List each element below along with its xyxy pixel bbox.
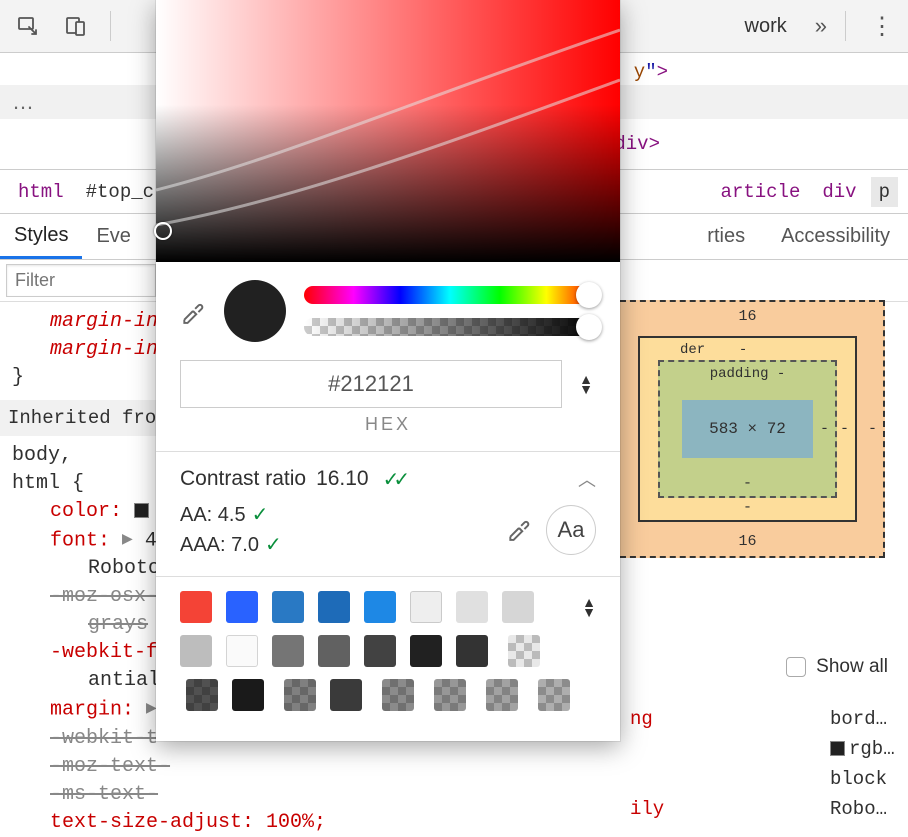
border-bottom-value[interactable]: - bbox=[743, 499, 752, 516]
padding-label: padding - bbox=[710, 366, 786, 382]
palette-swatch[interactable] bbox=[180, 635, 212, 667]
hue-thumb[interactable] bbox=[576, 282, 602, 308]
inspect-element-icon[interactable] bbox=[8, 6, 48, 46]
padding-right-value[interactable]: - bbox=[820, 421, 829, 438]
palette-swatch[interactable] bbox=[226, 591, 258, 623]
computed-prop-value: border… bbox=[830, 704, 896, 734]
border-label: der - bbox=[680, 342, 747, 358]
css-property[interactable]: -moz-text- bbox=[50, 755, 170, 778]
css-property[interactable]: color: bbox=[50, 500, 122, 523]
css-property[interactable]: -moz-osx- bbox=[50, 585, 158, 608]
border-right-value[interactable]: - bbox=[840, 421, 849, 438]
crumb-selected[interactable]: p bbox=[871, 177, 898, 207]
color-palette: ▲▼ bbox=[156, 577, 620, 741]
palette-swatch[interactable] bbox=[434, 679, 466, 711]
collapse-contrast-icon[interactable]: ︿ bbox=[578, 466, 596, 492]
hue-slider[interactable] bbox=[304, 286, 596, 304]
palette-swatch[interactable] bbox=[410, 635, 442, 667]
margin-top-value[interactable]: 16 bbox=[738, 308, 756, 325]
kebab-menu-icon[interactable]: ⋮ bbox=[864, 12, 900, 41]
color-picker-popup: ▲▼ HEX Contrast ratio 16.10 ✓✓ ︿ AA: 4.5… bbox=[156, 0, 620, 741]
current-color-preview bbox=[224, 280, 286, 342]
expand-shorthand-icon[interactable]: ▶ bbox=[122, 532, 133, 548]
tab-styles[interactable]: Styles bbox=[0, 214, 82, 259]
computed-prop-name[interactable]: ily bbox=[630, 794, 830, 824]
panel-tab-network[interactable]: work bbox=[733, 15, 799, 38]
crumb-html[interactable]: html bbox=[10, 177, 72, 207]
contrast-label: Contrast ratio bbox=[180, 467, 306, 491]
palette-swatch[interactable] bbox=[502, 591, 534, 623]
saturation-brightness-field[interactable] bbox=[156, 0, 620, 262]
palette-swatch[interactable] bbox=[364, 635, 396, 667]
computed-prop-value: block bbox=[830, 764, 896, 794]
palette-swatch[interactable] bbox=[318, 591, 350, 623]
palette-swatch[interactable] bbox=[486, 679, 518, 711]
palette-swatch[interactable] bbox=[508, 635, 540, 667]
palette-swatch[interactable] bbox=[410, 591, 442, 623]
saturation-cursor[interactable] bbox=[154, 222, 172, 240]
palette-swatch[interactable] bbox=[364, 591, 396, 623]
palette-swatch[interactable] bbox=[318, 635, 350, 667]
alpha-thumb[interactable] bbox=[576, 314, 602, 340]
contrast-pass-icon: ✓✓ bbox=[383, 467, 405, 492]
palette-swatch[interactable] bbox=[456, 591, 488, 623]
alpha-slider[interactable] bbox=[304, 318, 596, 336]
hex-input[interactable] bbox=[180, 360, 562, 408]
css-value[interactable]: grays bbox=[88, 613, 148, 636]
contrast-ratio-value: 16.10 bbox=[316, 467, 369, 491]
bg-eyedropper-icon[interactable] bbox=[506, 515, 532, 545]
css-property[interactable]: -webkit-f bbox=[50, 641, 158, 664]
palette-swatch[interactable] bbox=[232, 679, 264, 711]
color-format-label: HEX bbox=[156, 414, 620, 451]
margin-bottom-value[interactable]: 16 bbox=[738, 533, 756, 550]
color-swatch-icon[interactable] bbox=[134, 503, 149, 518]
css-property[interactable]: margin-in bbox=[50, 310, 158, 333]
format-switcher-icon[interactable]: ▲▼ bbox=[576, 374, 596, 394]
checkbox-icon[interactable] bbox=[786, 657, 806, 677]
palette-swatch[interactable] bbox=[456, 635, 488, 667]
css-property[interactable]: -ms-text- bbox=[50, 783, 158, 806]
palette-swatch[interactable] bbox=[538, 679, 570, 711]
crumb-div[interactable]: div bbox=[814, 177, 864, 207]
device-toolbar-icon[interactable] bbox=[56, 6, 96, 46]
palette-swatch[interactable] bbox=[180, 591, 212, 623]
computed-prop-value: rgb(… bbox=[830, 734, 896, 764]
more-panels-chevron-icon[interactable]: » bbox=[815, 13, 827, 39]
css-property[interactable]: text-size-adjust: 100%; bbox=[50, 811, 326, 834]
styles-filter-input[interactable] bbox=[6, 264, 156, 297]
check-icon: ✓ bbox=[252, 504, 269, 526]
show-all-label: Show all bbox=[816, 656, 888, 678]
css-value[interactable]: antial bbox=[88, 669, 160, 692]
palette-switcher-icon[interactable]: ▲▼ bbox=[582, 597, 596, 617]
eyedropper-icon[interactable] bbox=[180, 298, 206, 324]
css-property[interactable]: font: bbox=[50, 529, 110, 552]
color-swatch-icon bbox=[830, 741, 845, 756]
box-model-diagram: 16 16 - der - - - padding - - - 583 × 72 bbox=[610, 300, 885, 558]
palette-swatch[interactable] bbox=[186, 679, 218, 711]
palette-swatch[interactable] bbox=[272, 635, 304, 667]
css-property[interactable]: margin-in bbox=[50, 338, 158, 361]
palette-swatch[interactable] bbox=[226, 635, 258, 667]
padding-bottom-value[interactable]: - bbox=[743, 475, 752, 492]
palette-swatch[interactable] bbox=[284, 679, 316, 711]
check-icon: ✓ bbox=[265, 534, 282, 556]
computed-properties: ngborder… rgb(… block ilyRoboto… bbox=[630, 704, 896, 824]
css-value[interactable]: Roboto bbox=[88, 557, 160, 580]
contrast-section: Contrast ratio 16.10 ✓✓ ︿ bbox=[156, 452, 620, 500]
palette-swatch[interactable] bbox=[330, 679, 362, 711]
palette-swatch[interactable] bbox=[272, 591, 304, 623]
crumb-article[interactable]: article bbox=[713, 177, 809, 207]
show-all-toggle[interactable]: Show all bbox=[786, 656, 888, 678]
crumb-id[interactable]: #top_c bbox=[78, 177, 162, 207]
computed-prop-value: Roboto… bbox=[830, 794, 896, 824]
css-property[interactable]: -webkit-t bbox=[50, 727, 158, 750]
margin-right-value[interactable]: - bbox=[868, 421, 877, 438]
tab-event-listeners[interactable]: Eve bbox=[82, 214, 144, 259]
computed-prop-name[interactable]: ng bbox=[630, 704, 830, 734]
contrast-thresholds: AA: 4.5✓ AAA: 7.0✓ bbox=[180, 500, 282, 560]
box-model-content[interactable]: 583 × 72 bbox=[682, 400, 813, 458]
text-sample-circle[interactable]: Aa bbox=[546, 505, 596, 555]
css-property[interactable]: margin: bbox=[50, 699, 134, 722]
palette-swatch[interactable] bbox=[382, 679, 414, 711]
